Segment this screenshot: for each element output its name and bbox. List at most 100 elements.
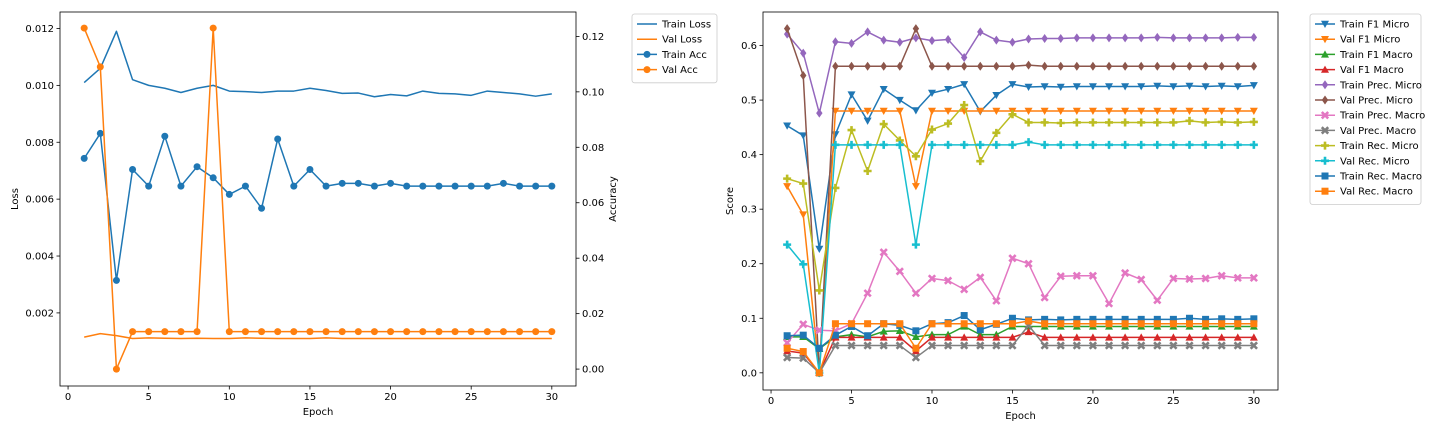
data-point: [960, 320, 968, 328]
data-point: [993, 35, 1000, 45]
data-point: [831, 331, 839, 339]
data-point: [895, 140, 904, 149]
data-point: [1201, 118, 1210, 127]
data-point: [927, 107, 936, 115]
data-point: [1137, 275, 1146, 284]
data-point: [1105, 33, 1113, 43]
data-point: [1217, 140, 1226, 149]
data-point: [977, 61, 984, 71]
series-train-prec-macro: [783, 248, 1258, 347]
x-tick-label: 15: [304, 392, 317, 403]
data-point: [1024, 259, 1033, 268]
data-point: [290, 182, 298, 190]
data-point: [863, 117, 872, 125]
data-point: [1073, 315, 1081, 323]
data-point: [1073, 33, 1081, 43]
data-point: [1121, 315, 1129, 323]
data-point: [1056, 83, 1065, 91]
data-point: [927, 341, 937, 350]
data-point: [1041, 315, 1049, 323]
data-point: [1185, 341, 1194, 350]
data-point: [879, 248, 888, 257]
data-point: [1218, 320, 1226, 328]
data-point: [1056, 107, 1065, 115]
legend-item-train-f1-macro: Train F1 Macro: [1315, 50, 1413, 61]
data-point: [960, 312, 968, 320]
data-point: [992, 296, 1001, 305]
data-point: [1153, 82, 1162, 90]
data-point: [895, 333, 904, 341]
legend-label: Val F1 Macro: [1340, 65, 1404, 76]
data-point: [943, 276, 953, 285]
data-point: [992, 91, 1001, 100]
data-point: [1218, 315, 1226, 323]
data-point: [799, 348, 807, 356]
data-point: [209, 174, 217, 182]
data-point: [1056, 333, 1065, 341]
data-point: [1249, 82, 1258, 90]
data-point: [96, 63, 104, 71]
data-point: [1105, 315, 1113, 323]
data-point: [1104, 299, 1114, 308]
data-point: [1233, 107, 1242, 115]
legend-label: Train Rec. Macro: [1339, 172, 1422, 183]
legend-label: Val Rec. Micro: [1340, 156, 1410, 167]
data-point: [129, 328, 137, 336]
data-point: [483, 328, 491, 336]
data-point: [532, 328, 540, 336]
data-point: [1137, 140, 1146, 149]
data-point: [944, 333, 953, 341]
y-tick-label: 0.6: [741, 41, 757, 52]
series-line-val-prec-macro: [787, 324, 1254, 374]
data-point: [911, 353, 921, 362]
data-point: [370, 182, 378, 190]
data-point: [1089, 320, 1097, 328]
data-point: [419, 182, 427, 190]
x-tick-label: 5: [848, 396, 854, 407]
y2-axis-label: Accuracy: [608, 176, 619, 222]
data-point: [435, 182, 443, 190]
data-point: [1138, 33, 1145, 43]
data-point: [1040, 341, 1049, 350]
data-point: [241, 182, 249, 190]
data-point: [161, 328, 169, 336]
data-point: [451, 182, 459, 190]
legend-item-train-rec-macro: Train Rec. Macro: [1315, 172, 1422, 183]
data-point: [879, 327, 888, 335]
data-point: [1153, 118, 1162, 127]
data-point: [1072, 83, 1081, 91]
data-point: [241, 328, 249, 336]
data-point: [911, 107, 920, 115]
data-point: [1137, 341, 1146, 350]
legend-marker: [1321, 141, 1329, 150]
data-point: [976, 157, 985, 166]
data-point: [800, 71, 807, 81]
data-point: [1088, 333, 1097, 341]
legend-label: Val Prec. Micro: [1340, 96, 1413, 107]
legend-marker: [1321, 172, 1329, 180]
data-point: [799, 132, 808, 140]
legend-label: Train F1 Macro: [1339, 50, 1413, 61]
data-point: [1008, 110, 1017, 119]
x-tick-label: 10: [926, 396, 939, 407]
y-tick-label: 0.010: [25, 81, 54, 92]
data-point: [1185, 82, 1194, 90]
data-point: [896, 320, 904, 328]
data-point: [1008, 314, 1016, 322]
data-point: [1105, 333, 1114, 341]
data-point: [895, 96, 904, 105]
data-point: [1137, 107, 1146, 115]
legend-item-val-acc: Val Acc: [637, 65, 698, 76]
data-point: [992, 107, 1001, 115]
data-point: [177, 182, 185, 190]
series-val-f1-micro: [783, 107, 1258, 377]
y2-tick-label: 0.02: [582, 309, 604, 320]
data-point: [1201, 341, 1210, 350]
x-axis-label: Epoch: [303, 407, 334, 418]
legend-item-val-f1-macro: Val F1 Macro: [1315, 65, 1404, 76]
data-point: [112, 365, 120, 373]
data-point: [911, 240, 920, 249]
data-point: [225, 328, 233, 336]
data-point: [1169, 341, 1178, 350]
data-point: [847, 107, 856, 115]
